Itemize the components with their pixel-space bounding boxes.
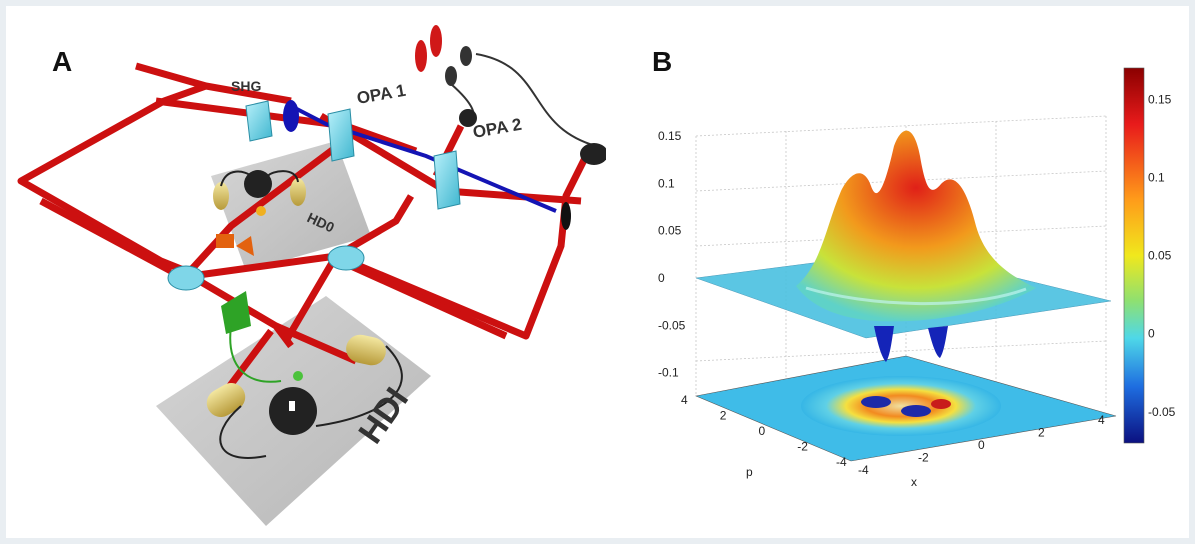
floor-dip-mark xyxy=(901,405,931,417)
beam-splitter-right xyxy=(327,245,365,271)
colorbar-tick-label: 0.1 xyxy=(1148,170,1165,184)
green-prism xyxy=(221,291,251,334)
figure-canvas: A B xyxy=(6,6,1189,538)
floor-projection-contour xyxy=(801,376,1001,436)
x-tick-label: 2 xyxy=(1038,426,1045,440)
x-axis-ticks: -4 -2 0 2 4 xyxy=(858,413,1105,477)
p-tick-label: -2 xyxy=(797,440,808,454)
colorbar-tick-label: 0 xyxy=(1148,327,1155,341)
colorbar xyxy=(1123,67,1145,444)
p-axis-label: p xyxy=(746,465,753,479)
x-tick-label: 4 xyxy=(1098,413,1105,427)
z-tick-label: 0.05 xyxy=(658,224,682,238)
nonlinear-crystals xyxy=(245,100,571,230)
blue-pump-beam xyxy=(290,104,557,213)
colorbar-tick-label: 0.15 xyxy=(1148,92,1172,106)
p-tick-label: 0 xyxy=(759,424,766,438)
shg-label: SHG xyxy=(231,78,261,94)
p-tick-label: -4 xyxy=(836,455,847,469)
z-tick-label: -0.1 xyxy=(658,366,679,380)
optical-setup-schematic: SHG OPA 1 OPA 2 HD0 HDI xyxy=(17,25,606,526)
wigner-surface xyxy=(796,130,1036,322)
opa1-label: OPA 1 xyxy=(355,81,407,108)
spcm-detectors xyxy=(415,25,606,165)
colorbar-ticks: 0.15 0.1 0.05 0 -0.05 xyxy=(1148,92,1176,419)
z-axis-ticks: 0.15 0.1 0.05 0 -0.05 -0.1 xyxy=(658,129,686,380)
panel-b-label: B xyxy=(652,46,673,77)
floor-dip-mark xyxy=(861,396,891,408)
z-tick-label: -0.05 xyxy=(658,318,686,332)
floor-peak-mark xyxy=(931,399,951,409)
x-tick-label: -4 xyxy=(858,463,869,477)
colorbar-tick-label: -0.05 xyxy=(1148,405,1176,419)
z-tick-label: 0.15 xyxy=(658,129,682,143)
negative-dip-2 xyxy=(928,326,948,358)
colorbar-tick-label: 0.05 xyxy=(1148,249,1172,263)
negative-dip-1 xyxy=(874,326,894,362)
floor-projection-plane xyxy=(694,355,1117,462)
x-tick-label: -2 xyxy=(918,451,929,465)
z-tick-label: 0.1 xyxy=(658,176,675,190)
opa2-label: OPA 2 xyxy=(471,115,523,142)
hdi-detectors xyxy=(206,325,403,459)
p-tick-label: 4 xyxy=(681,393,688,407)
plot-grid xyxy=(695,115,1107,406)
panel-a-label: A xyxy=(52,46,73,77)
x-axis-label: x xyxy=(911,475,917,489)
surface-highlight xyxy=(805,286,1027,306)
x-tick-label: 0 xyxy=(978,438,985,452)
p-axis-ticks: 4 2 0 -2 -4 xyxy=(681,393,847,469)
z-tick-label: 0 xyxy=(658,271,665,285)
p-tick-label: 2 xyxy=(720,409,727,423)
hd0-detectors xyxy=(213,170,306,256)
zero-plane xyxy=(695,250,1112,339)
beam-splitter-left xyxy=(167,265,205,291)
